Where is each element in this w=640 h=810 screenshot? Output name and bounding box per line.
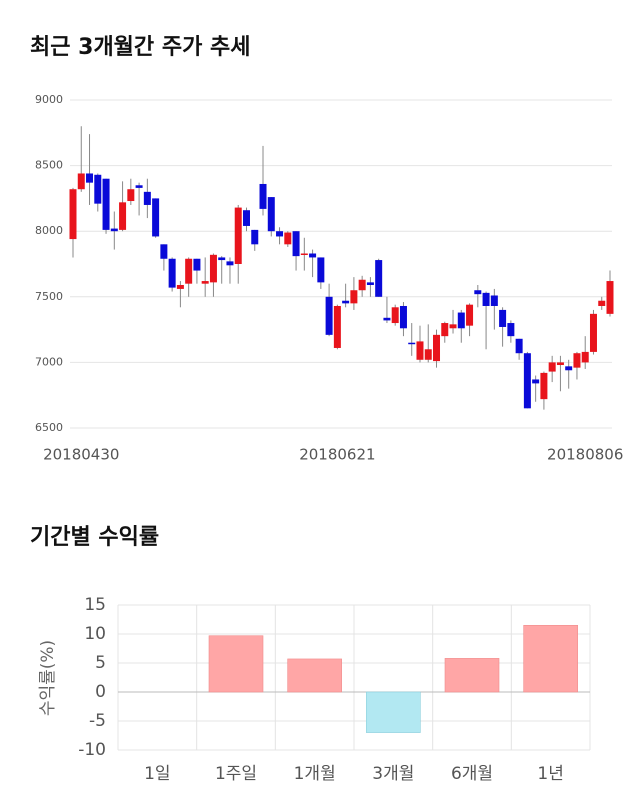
candle-body [226,261,234,266]
candle-body [218,257,226,261]
x-tick-label: 20180621 [299,446,375,464]
candle-body [102,178,110,230]
candle-body [375,260,383,297]
candle-body [433,334,441,362]
y-tick-label: -10 [78,740,106,760]
candle-body [284,232,292,245]
candle-body [499,309,507,327]
candle-body [424,349,432,360]
bar [366,691,421,733]
x-tick-label: 1일 [144,764,170,784]
candle-body [259,183,267,209]
x-tick-label: 6개월 [451,764,493,784]
candle-body [325,296,333,335]
candle-body [565,366,573,371]
candle-body [94,174,102,204]
chart-title: 최근 3개월간 주가 추세 [30,35,250,60]
candle-body [292,231,300,257]
candle-body [193,258,201,271]
candle-body [201,281,209,284]
x-tick-label: 20180430 [43,446,119,464]
bar [444,658,500,693]
candle-body [366,282,374,285]
candle-body [152,198,160,237]
y-tick-label: 6500 [35,421,63,434]
candle-body [209,254,217,283]
candle-body [482,292,490,306]
y-tick-label: 15 [84,595,106,615]
candle-body [466,304,474,326]
candle-body [267,197,275,232]
y-tick-label: 8000 [35,224,63,237]
y-tick-label: 9000 [35,93,63,106]
y-tick-label: 0 [95,682,106,702]
candle-body [300,253,308,256]
candle-body [441,323,449,337]
y-tick-label: 5 [95,653,106,673]
candle-body [234,207,242,264]
candle-body [350,290,358,304]
candle-body [523,353,531,409]
bar [523,624,578,693]
candle-body [540,372,548,400]
candle-body [408,342,416,345]
candle-body [515,338,523,354]
x-tick-label: 1년 [537,764,563,784]
candle-body [457,312,465,329]
y-axis-label: 수익률(%) [38,640,58,716]
candle-body [110,228,118,232]
x-tick-label: 3개월 [372,764,414,784]
candle-body [490,295,498,306]
candle-body [276,231,284,237]
candle-body [342,300,350,304]
candle-body [185,258,193,284]
candle-body [399,305,407,329]
candle-body [143,191,151,205]
chart-title: 기간별 수익률 [30,525,159,550]
candle-body [86,173,94,183]
candle-body [127,189,135,202]
candle-body [581,351,589,363]
candle-body [532,379,540,384]
bar [208,635,264,693]
candle-body [474,290,482,295]
x-tick-label: 1주일 [215,764,257,784]
candle-body [573,353,581,368]
candle-body [309,253,317,258]
candle-body [317,257,325,283]
candle-body [168,258,176,288]
y-tick-label: 7000 [35,355,63,368]
candle-body [589,313,597,352]
y-tick-label: -5 [89,711,106,731]
candle-body [416,341,424,360]
candle-body [77,173,85,190]
x-tick-label: 20180806 [547,446,623,464]
y-tick-label: 8500 [35,159,63,172]
candle-body [507,323,515,337]
candle-body [548,362,556,372]
candle-body [242,210,250,226]
candle-body [383,317,391,321]
candle-body [160,244,168,259]
candle-body [606,281,614,314]
candle-body [176,284,184,289]
candle-body [119,202,127,230]
candle-body [449,324,457,329]
candle-body [333,305,341,348]
x-tick-label: 1개월 [294,764,336,784]
candle-body [69,189,77,240]
bar [287,658,342,693]
y-tick-label: 10 [84,624,106,644]
candle-body [391,307,399,324]
candle-body [251,229,259,245]
candle-body [358,279,366,291]
y-tick-label: 7500 [35,290,63,303]
candle-body [598,300,606,306]
candle-body [556,362,564,366]
candle-body [135,185,143,188]
